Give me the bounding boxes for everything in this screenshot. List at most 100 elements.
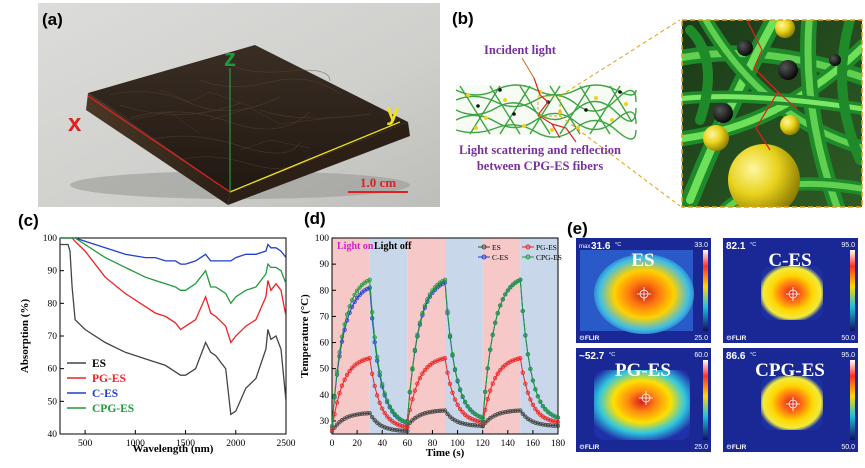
data-point xyxy=(533,406,538,412)
y-tick-label: 100 xyxy=(43,234,58,244)
panel-label-b: (b) xyxy=(452,9,474,28)
thermal-hotspot xyxy=(594,370,690,440)
data-point xyxy=(372,383,377,389)
y-tick-label: 80 xyxy=(48,299,58,309)
data-point xyxy=(370,310,375,315)
data-point xyxy=(334,422,340,427)
temperature-readout: ~52.7 xyxy=(579,351,605,362)
series-markers-pg-es xyxy=(329,356,561,431)
data-point xyxy=(505,288,510,293)
legend-label-pg-es: PG-ES xyxy=(536,243,557,252)
temperature-readout: 82.1 xyxy=(726,241,746,252)
data-point xyxy=(427,292,433,297)
data-point xyxy=(349,365,355,371)
data-point xyxy=(467,407,473,412)
axis-z-label: z xyxy=(224,45,236,72)
data-point xyxy=(347,368,352,374)
data-point xyxy=(415,381,420,386)
data-point xyxy=(367,277,372,282)
data-point xyxy=(523,381,528,387)
data-point xyxy=(410,366,415,371)
data-point xyxy=(334,400,340,405)
y-tick-label: 60 xyxy=(48,365,58,375)
thermal-hotspot xyxy=(761,266,823,320)
x-tick-label: 20 xyxy=(352,439,362,449)
incident-light-pointer xyxy=(521,57,535,79)
chart-c-xlabel: Wavelength (nm) xyxy=(133,443,214,455)
data-point xyxy=(495,371,500,376)
axis-x-label: x xyxy=(68,110,82,137)
flir-logo: ⚙FLIR xyxy=(726,444,747,451)
chart-d-legend: ES PG-ES C-ES CPG-ES xyxy=(478,243,562,262)
x-tick-label: 120 xyxy=(476,439,491,449)
data-point xyxy=(415,332,420,337)
sample-name-label: ES xyxy=(631,250,654,271)
data-point xyxy=(490,381,495,386)
y-tick-label: 50 xyxy=(320,365,330,375)
data-point xyxy=(342,377,347,382)
chart-c-legend: ES PG-ES C-ES CPG-ES xyxy=(67,358,134,415)
data-point xyxy=(457,387,463,392)
data-point xyxy=(520,370,525,375)
legend-label-pg-es: PG-ES xyxy=(92,373,126,385)
scale-max-label: 95.0 xyxy=(841,242,855,249)
y-tick-label: 40 xyxy=(48,430,58,440)
axis-x-line xyxy=(87,95,231,193)
data-point xyxy=(528,366,533,372)
scale-max-label: 33.0 xyxy=(694,242,708,249)
data-point xyxy=(342,322,347,327)
data-point xyxy=(349,297,355,303)
x-tick-label: 0 xyxy=(330,439,335,449)
data-point xyxy=(382,391,387,396)
data-point xyxy=(375,354,380,360)
panel-a: x y z 1.0 cm (a) xyxy=(38,3,440,207)
data-point xyxy=(405,418,410,424)
data-point xyxy=(498,367,503,373)
data-point xyxy=(382,410,387,416)
legend-label-cpg-es: CPG-ES xyxy=(92,403,134,415)
temperature-unit: °C xyxy=(750,242,756,248)
legend-label-c-es: C-ES xyxy=(492,253,508,262)
data-point xyxy=(347,304,352,309)
light-off-band xyxy=(520,238,558,434)
legend-label-es: ES xyxy=(492,243,501,252)
chart-d-plot-area xyxy=(331,237,559,435)
zoom-render xyxy=(682,20,862,207)
y-tick-label: 60 xyxy=(320,339,330,349)
panel-label-e: (e) xyxy=(567,219,588,238)
data-point xyxy=(412,347,418,352)
series-line-pg-es xyxy=(60,238,286,344)
y-tick-label: 70 xyxy=(48,332,58,342)
data-point xyxy=(518,356,523,361)
panel-b: (b) xyxy=(452,9,863,208)
data-point xyxy=(357,285,362,290)
data-point xyxy=(337,350,342,355)
data-point xyxy=(442,356,448,361)
data-point xyxy=(354,295,360,301)
thermal-tiles: 33.0 25.0 max 31.6 °C ES ⚙FLIR 95.0 50.0 82.1 °C C-… xyxy=(576,238,858,452)
data-point xyxy=(445,308,450,314)
data-point xyxy=(480,418,485,424)
light-on-band xyxy=(332,238,370,434)
light-on-band xyxy=(407,238,445,434)
zoom-connector-top xyxy=(559,19,681,97)
x-tick-label: 100 xyxy=(450,439,465,449)
scale-max-label: 60.0 xyxy=(694,352,708,359)
legend-marker-es xyxy=(481,244,487,250)
data-point xyxy=(488,388,493,393)
data-point xyxy=(520,308,525,314)
series-line-cpg-es xyxy=(60,238,286,305)
series-line-es xyxy=(60,243,286,416)
data-point xyxy=(538,399,543,404)
legend-marker-c-es xyxy=(481,254,487,260)
data-point xyxy=(493,320,498,325)
data-point xyxy=(334,369,340,374)
data-point xyxy=(530,378,536,383)
temperature-unit: °C xyxy=(750,352,756,358)
thermal-hotspot xyxy=(761,376,823,430)
data-point xyxy=(420,371,425,376)
x-tick-label: 140 xyxy=(501,439,516,449)
data-point xyxy=(518,408,523,413)
data-point xyxy=(460,410,465,415)
legend-label-cpg-es: CPG-ES xyxy=(536,253,562,262)
